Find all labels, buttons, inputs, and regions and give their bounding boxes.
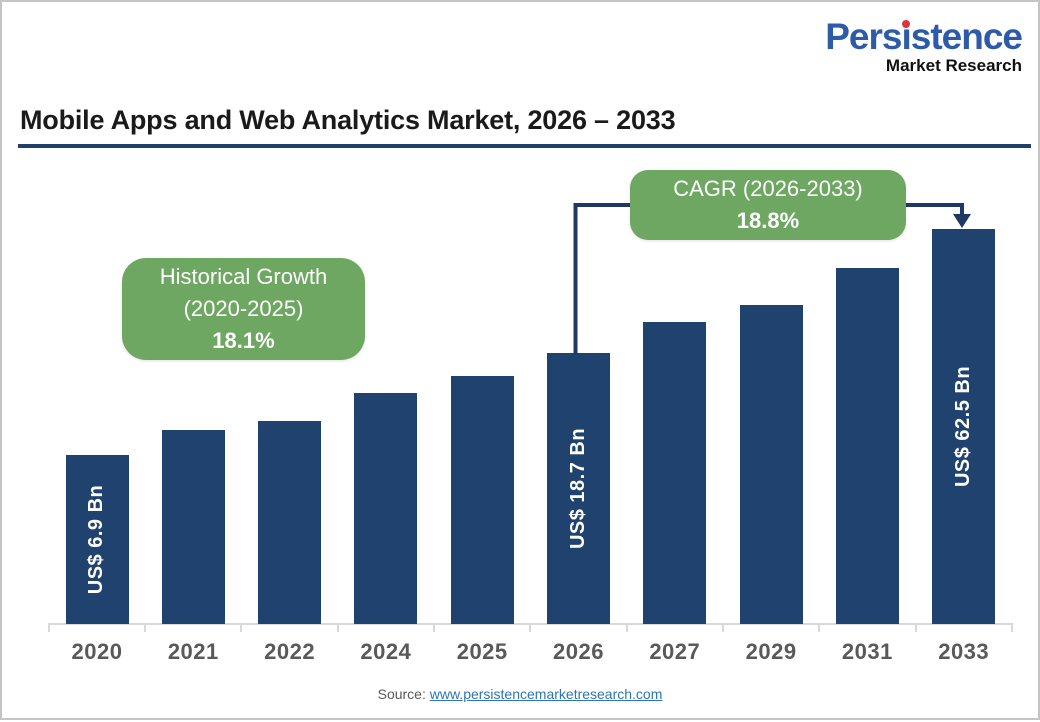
x-axis-tick	[240, 623, 243, 632]
cagr-value: 18.8%	[736, 208, 800, 233]
x-axis-tick	[144, 623, 147, 632]
x-axis-label-2024: 2024	[360, 639, 412, 664]
historical-growth-callout: Historical Growth (2020-2025) 18.1%	[122, 258, 365, 360]
source-line: Source: www.persistencemarketresearch.co…	[2, 686, 1038, 702]
bar-2029	[739, 305, 803, 624]
x-axis-label-2025: 2025	[456, 639, 508, 664]
source-link[interactable]: www.persistencemarketresearch.com	[429, 686, 663, 702]
historical-growth-label: Historical Growth	[159, 264, 328, 289]
bar-2027	[643, 322, 707, 624]
x-axis-label-2021: 2021	[167, 639, 219, 664]
logo-subtitle: Market Research	[885, 56, 1022, 75]
x-axis-label-2033: 2033	[938, 639, 990, 664]
x-axis-tick	[47, 623, 50, 632]
x-axis-label-2031: 2031	[841, 639, 893, 664]
cagr-label: CAGR (2026-2033)	[673, 176, 863, 201]
brand-red-dot-icon	[902, 20, 911, 28]
x-axis-tick	[336, 623, 339, 632]
x-axis-label-2027: 2027	[649, 639, 701, 664]
x-axis-tick	[625, 623, 628, 632]
bar-2020: US$ 6.9 Bn	[65, 455, 129, 624]
x-axis-tick	[529, 623, 532, 632]
source-prefix: Source:	[377, 686, 430, 702]
page-title: Mobile Apps and Web Analytics Market, 20…	[20, 105, 676, 135]
bar-2031	[835, 268, 899, 624]
title-underline	[18, 144, 1031, 148]
logo-brand-text: Persı stence	[825, 16, 1023, 57]
logo-brand-pre: Pers	[825, 16, 902, 57]
x-axis-tick	[818, 623, 821, 632]
bar-2026: US$ 18.7 Bn	[547, 353, 610, 624]
pmr-logo: Persı stence Market Research	[825, 16, 1023, 75]
historical-growth-period: (2020-2025)	[183, 296, 304, 321]
x-axis-label-2029: 2029	[745, 639, 797, 664]
x-axis-label-2020: 2020	[71, 639, 123, 664]
logo-dotless-i: ı	[901, 16, 911, 57]
logo-brand-post: stence	[910, 16, 1023, 57]
bar-2033: US$ 62.5 Bn	[932, 229, 996, 624]
bar-2022	[258, 421, 322, 624]
x-axis-tick	[721, 623, 724, 632]
x-axis-label-2022: 2022	[264, 639, 316, 664]
historical-growth-value: 18.1%	[212, 328, 275, 353]
bar-2021	[161, 430, 225, 624]
x-axis-tick	[914, 623, 917, 632]
bar-2025	[450, 376, 514, 624]
cagr-callout: CAGR (2026-2033) 18.8%	[630, 170, 906, 240]
x-axis-tick	[433, 623, 436, 632]
x-axis-tick	[1010, 623, 1013, 632]
bar-2024	[354, 393, 418, 624]
logo-dotted-i: ı	[901, 16, 911, 57]
x-axis-label-2026: 2026	[553, 639, 604, 664]
